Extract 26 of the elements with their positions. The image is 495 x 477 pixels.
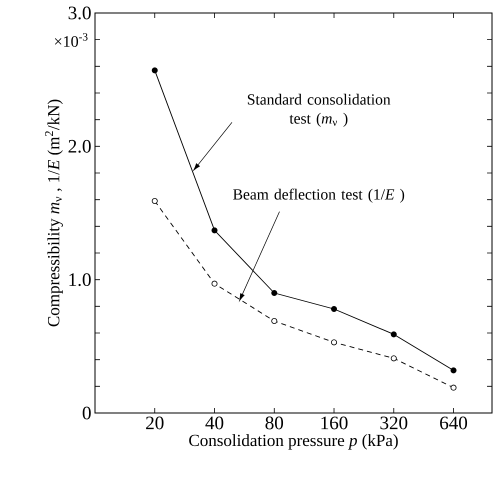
x-tick-label: 20 [146,416,164,430]
point [331,306,338,312]
text: ×10$^{-3}$ [54,33,88,47]
point [271,318,278,324]
x-tick-label: 320 [380,416,408,430]
point [152,67,158,74]
point [212,280,218,287]
y-tick-label: 2.0 [68,140,91,153]
point [390,331,397,338]
point [450,367,457,374]
x-tick-label: 40 [205,416,224,430]
point [212,227,218,234]
x-tick-label: 80 [265,416,284,430]
annotation: Standard consolidation test (m$_{ν}$ ) [248,94,390,127]
point [271,290,278,296]
point [450,384,457,391]
point [152,198,158,204]
point [390,355,397,362]
x-tick-label: 640 [440,416,468,430]
y-tick-label: 3.0 [68,6,91,20]
y-tick-label: 1.0 [69,273,91,286]
y-tick-label: 0 [82,406,91,420]
point [331,339,338,346]
x-axis-title: Consolidation pressure p (kPa) [189,434,398,450]
x-tick-label: 160 [321,416,348,430]
annotation: Beam deflection test (1/E ) [233,188,404,203]
